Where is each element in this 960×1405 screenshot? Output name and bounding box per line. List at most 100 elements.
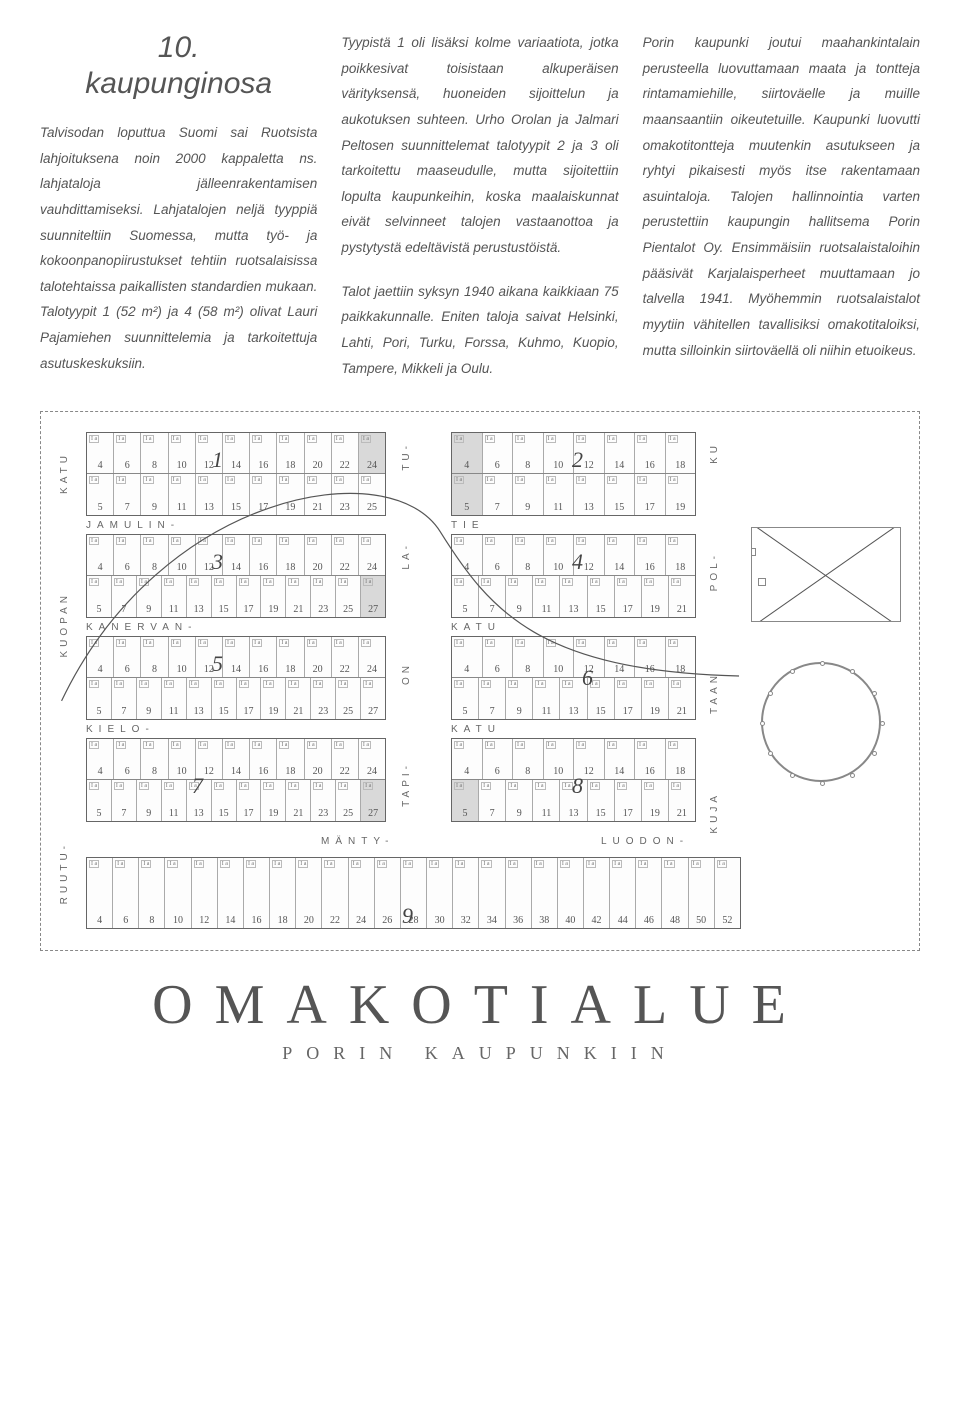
lot: I a25: [336, 678, 361, 719]
lot: I a10: [544, 637, 575, 677]
street-label: MÄNTY-: [321, 836, 394, 847]
lot: I a5: [452, 780, 479, 821]
street-label-vertical: KUOPAN: [59, 592, 70, 658]
plan-block-5: 5I a4I a6I a8I a10I a12I a14I a16I a18I …: [86, 636, 386, 720]
lot: I a8: [141, 637, 168, 677]
park-block: [751, 527, 901, 622]
lot: I a6: [483, 535, 514, 575]
lot: I a16: [250, 433, 277, 473]
lot: I a17: [615, 780, 642, 821]
lot: I a14: [605, 535, 636, 575]
street-label-vertical: TAPI-: [401, 762, 412, 807]
lot: I a18: [277, 433, 304, 473]
lot: I a10: [169, 535, 196, 575]
lot: I a24: [349, 858, 375, 928]
plan-block-9: 9I a4I a6I a8I a10I a12I a14I a16I a18I …: [86, 857, 741, 929]
street-label-vertical: TU-: [401, 442, 412, 471]
lot: I a10: [544, 535, 575, 575]
lot: I a22: [322, 858, 348, 928]
lot: I a17: [250, 474, 277, 515]
street-label-vertical: KU: [709, 442, 720, 464]
lot: I a7: [114, 474, 141, 515]
lot: I a14: [223, 535, 250, 575]
lot: I a18: [666, 637, 696, 677]
lot: I a18: [277, 535, 304, 575]
lot: I a22: [332, 535, 359, 575]
lot: I a11: [162, 576, 187, 617]
text-columns: 10. kaupunginosa Talvisodan loputtua Suo…: [40, 30, 920, 381]
block-number: 2: [572, 447, 583, 473]
lot: I a17: [237, 678, 262, 719]
street-label-vertical: KATU: [59, 452, 70, 494]
column-1: 10. kaupunginosa Talvisodan loputtua Suo…: [40, 30, 317, 381]
lot: I a20: [305, 433, 332, 473]
lot: I a21: [286, 576, 311, 617]
lot: I a18: [666, 535, 696, 575]
lot: I a4: [87, 739, 114, 779]
lot: I a8: [513, 433, 544, 473]
lot: I a21: [305, 474, 332, 515]
lot: I a34: [479, 858, 505, 928]
lot: I a4: [87, 433, 114, 473]
plan-block-3: 3I a4I a6I a8I a10I a12I a14I a16I a18I …: [86, 534, 386, 618]
lot: I a9: [137, 576, 162, 617]
block-number: 5: [212, 651, 223, 677]
lot: I a8: [139, 858, 165, 928]
lot: I a16: [635, 433, 666, 473]
block-number: 3: [212, 549, 223, 575]
lot: I a25: [359, 474, 385, 515]
lot: I a6: [113, 858, 139, 928]
lot: I a18: [277, 637, 304, 677]
lot: I a9: [513, 474, 544, 515]
lot: I a10: [169, 433, 196, 473]
lot: I a11: [533, 576, 560, 617]
lot: I a16: [244, 858, 270, 928]
lot: I a7: [112, 780, 137, 821]
lot: I a4: [87, 858, 113, 928]
lot: I a9: [137, 678, 162, 719]
lot: I a15: [605, 474, 636, 515]
lot: I a14: [605, 637, 636, 677]
plaza-circle: [761, 662, 881, 782]
lot: I a24: [359, 535, 385, 575]
lot: I a5: [452, 576, 479, 617]
lot: I a21: [669, 576, 695, 617]
lot: I a20: [296, 858, 322, 928]
lot: I a30: [427, 858, 453, 928]
block-number: 8: [572, 773, 583, 799]
lot: I a19: [642, 576, 669, 617]
lot: I a10: [169, 637, 196, 677]
lot: I a18: [666, 433, 696, 473]
lot: I a4: [452, 739, 483, 779]
lot: I a32: [453, 858, 479, 928]
lot: I a17: [237, 780, 262, 821]
lot: I a19: [261, 678, 286, 719]
block-number: 6: [582, 665, 593, 691]
lot: I a16: [635, 535, 666, 575]
plan-block-8: 8I a4I a6I a8I a10I a12I a14I a16I a18I …: [451, 738, 696, 822]
plan-map: 1I a4I a6I a8I a10I a12I a14I a16I a18I …: [40, 411, 920, 1064]
lot: I a6: [114, 637, 141, 677]
lot: I a11: [162, 780, 187, 821]
lot: I a11: [544, 474, 575, 515]
footer-big: OMAKOTIALUE: [40, 973, 920, 1037]
lot: I a4: [452, 535, 483, 575]
lot: I a7: [479, 576, 506, 617]
street-label: KIELO-: [86, 724, 155, 735]
lot: I a27: [361, 780, 385, 821]
lot: I a13: [187, 678, 212, 719]
lot: I a8: [141, 433, 168, 473]
lot: I a27: [361, 678, 385, 719]
lot: I a8: [141, 739, 168, 779]
lot: I a5: [87, 474, 114, 515]
lot: I a10: [544, 739, 575, 779]
lot: I a14: [223, 739, 250, 779]
lot: I a18: [666, 739, 696, 779]
street-label-vertical: LA-: [401, 542, 412, 570]
map-footer: OMAKOTIALUE PORIN KAUPUNKIIN: [40, 973, 920, 1064]
lot: I a19: [277, 474, 304, 515]
lot: I a21: [669, 780, 695, 821]
lot: I a17: [237, 576, 262, 617]
lot: I a20: [305, 637, 332, 677]
lot: I a5: [87, 678, 112, 719]
